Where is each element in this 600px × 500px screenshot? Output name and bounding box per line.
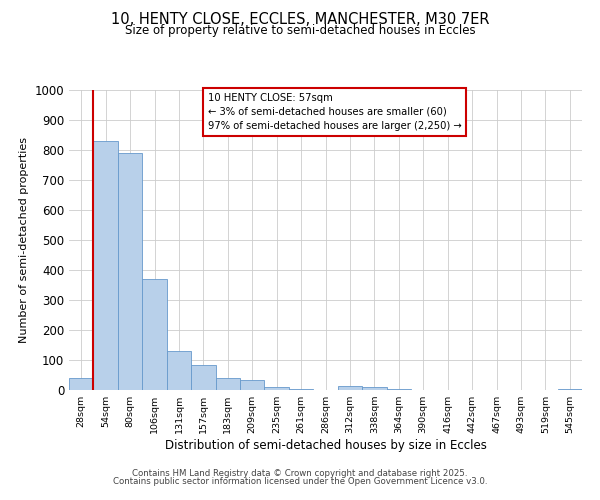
Bar	[118, 153, 142, 390]
Text: 10, HENTY CLOSE, ECCLES, MANCHESTER, M30 7ER: 10, HENTY CLOSE, ECCLES, MANCHESTER, M30…	[111, 12, 489, 28]
X-axis label: Distribution of semi-detached houses by size in Eccles: Distribution of semi-detached houses by …	[164, 439, 487, 452]
Text: Contains public sector information licensed under the Open Government Licence v3: Contains public sector information licen…	[113, 477, 487, 486]
Bar	[167, 351, 191, 390]
Bar	[338, 386, 362, 390]
Bar	[362, 387, 386, 390]
Bar	[215, 378, 240, 390]
Bar	[191, 364, 215, 390]
Bar	[94, 141, 118, 390]
Bar	[557, 388, 582, 390]
Bar	[240, 380, 265, 390]
Bar	[142, 279, 167, 390]
Text: Size of property relative to semi-detached houses in Eccles: Size of property relative to semi-detach…	[125, 24, 475, 37]
Y-axis label: Number of semi-detached properties: Number of semi-detached properties	[19, 137, 29, 343]
Bar	[69, 378, 94, 390]
Text: Contains HM Land Registry data © Crown copyright and database right 2025.: Contains HM Land Registry data © Crown c…	[132, 468, 468, 477]
Bar	[265, 387, 289, 390]
Text: 10 HENTY CLOSE: 57sqm
← 3% of semi-detached houses are smaller (60)
97% of semi-: 10 HENTY CLOSE: 57sqm ← 3% of semi-detac…	[208, 93, 461, 131]
